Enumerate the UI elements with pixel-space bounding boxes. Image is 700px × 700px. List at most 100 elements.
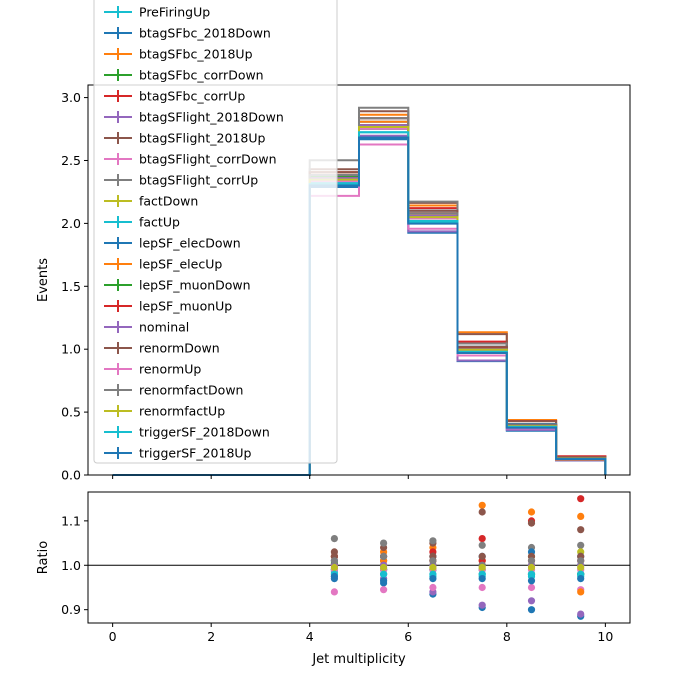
main-y-tick-label: 0.5 [61,405,81,420]
ratio-x-tick-label: 0 [109,629,117,644]
ratio-point [577,541,585,549]
legend-entry: btagSFbc_2018Down [104,26,271,41]
ratio-point [330,588,338,596]
ratio-point [478,508,486,516]
legend-entry: PreFiringUp [104,5,210,20]
legend-label: btagSFlight_2018Down [139,110,284,125]
legend-entry: renormUp [104,362,201,377]
legend-label: btagSFbc_corrUp [139,89,245,104]
legend-entry: lepSF_muonUp [104,299,232,314]
legend-box [93,0,338,464]
main-y-ticks: 0.0 0.5 1.0 1.5 2.0 2.5 3.0 [61,90,88,483]
ratio-point [478,501,486,509]
ratio-y-axis-label: Ratio [36,541,51,574]
legend-entry: lepSF_elecDown [104,236,241,251]
ratio-point [478,575,486,583]
legend-entry: btagSFlight_corrUp [104,173,258,188]
ratio-point [527,577,536,585]
legend-entry: renormfactUp [104,404,225,419]
legend-entry: btagSFbc_corrDown [104,68,264,83]
ratio-point [577,557,585,565]
ratio-point [527,519,536,527]
legend-label: lepSF_elecUp [139,257,222,272]
legend-entry: factDown [104,194,198,209]
main-y-tick-label: 1.5 [61,279,81,294]
ratio-x-tick-label: 8 [503,629,511,644]
ratio-point [577,610,585,618]
ratio-point [577,526,585,534]
ratio-point [527,597,536,605]
ratio-point [330,563,338,572]
legend-label: lepSF_elecDown [139,236,241,251]
ratio-y-tick-label: 1.1 [61,513,81,528]
main-axes-frame [87,84,631,476]
ratio-point [380,577,388,585]
ratio-point [429,557,437,565]
ratio-point [380,586,388,594]
ratio-point [527,563,536,572]
legend-label: renormDown [139,341,220,356]
legend-label: renormfactUp [139,404,225,419]
legend-label: btagSFlight_2018Up [139,131,265,146]
ratio-point [478,563,486,572]
ratio-x-tick-label: 10 [597,629,613,644]
legend-entry: renormDown [104,341,220,356]
legend-entry: btagSFlight_2018Down [104,110,284,125]
legend-label: renormfactDown [139,383,243,398]
legend-label: btagSFbc_2018Up [139,47,253,62]
ratio-point [429,537,437,545]
legend-entry: triggerSF_2018Up [104,446,252,461]
ratio-point [380,570,388,578]
ratio-point [478,583,486,592]
ratio-point [478,535,486,543]
legend-label: lepSF_muonDown [139,278,251,293]
ratio-point [380,539,388,547]
legend-entry: nominal [104,320,189,335]
legend-label: btagSFbc_corrDown [139,68,264,83]
ratio-point [380,552,388,561]
legend-label: btagSFlight_corrDown [139,152,277,167]
ratio-point [527,606,536,614]
legend-label: factDown [139,194,198,209]
main-y-tick-label: 0.0 [61,468,81,483]
legend-entry: triggerSF_2018Down [104,425,270,440]
ratio-x-tick-label: 4 [306,629,314,644]
ratio-x-tick-label: 2 [207,629,215,644]
ratio-x-tick-label: 6 [404,629,412,644]
legend-entry: renormfactDown [104,383,243,398]
ratio-point [577,512,585,521]
legend-label: triggerSF_2018Down [139,425,270,440]
main-y-tick-label: 1.0 [61,342,81,357]
ratio-point [577,495,585,503]
ratio-point [330,535,338,543]
legend-label: factUp [139,215,180,230]
main-y-axis-label: Events [36,258,51,302]
ratio-point [527,508,536,516]
legend-label: renormUp [139,362,201,377]
main-y-tick-label: 2.5 [61,153,81,168]
ratio-x-ticks: 0 2 4 6 8 10 [109,623,613,644]
ratio-point [380,563,388,572]
main-panel: 0.0 0.5 1.0 1.5 2.0 2.5 3.0 Events PreFiringUp… [36,0,631,483]
legend-label: lepSF_muonUp [139,299,232,314]
ratio-point [478,552,486,561]
ratio-panel: 0 2 4 6 8 10 0.9 1.0 1.1 Ratio Jet multiplicity [36,491,631,667]
ratio-point [527,557,536,565]
legend-entry: lepSF_muonDown [104,278,251,293]
ratio-axes-frame [87,491,631,624]
ratio-x-axis-label: Jet multiplicity [311,652,406,667]
ratio-y-ticks: 0.9 1.0 1.1 [61,513,88,617]
ratio-point [429,563,437,572]
legend-entry: btagSFbc_2018Up [104,47,253,62]
ratio-point [330,572,338,581]
legend-label: PreFiringUp [139,5,210,20]
ratio-point [429,583,437,592]
main-y-tick-label: 3.0 [61,90,81,105]
legend-entry: btagSFlight_corrDown [104,152,277,167]
legend-entry: btagSFbc_corrUp [104,89,245,104]
ratio-y-tick-label: 0.9 [61,602,81,617]
ratio-point [577,563,585,572]
ratio-point [577,588,585,596]
legend-label: btagSFbc_2018Down [139,26,271,41]
